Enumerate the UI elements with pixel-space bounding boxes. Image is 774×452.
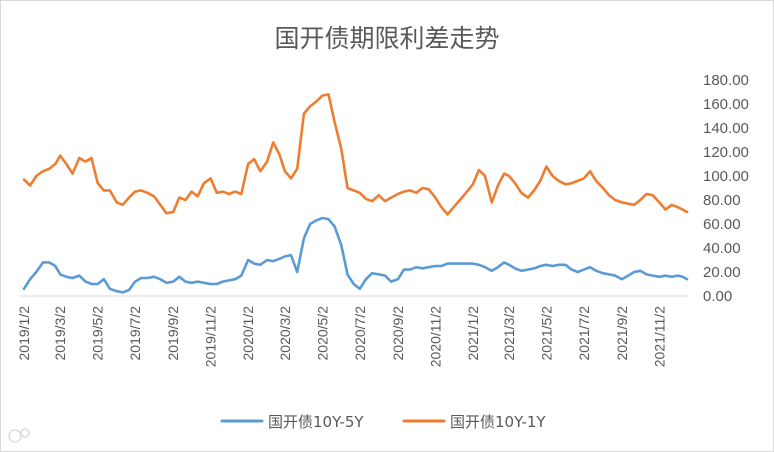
y-tick-label: 180.00 (703, 72, 749, 89)
y-tick-label: 60.00 (703, 216, 741, 233)
x-tick-label: 2020/5/2 (314, 306, 330, 361)
y-tick-label: 40.00 (703, 240, 741, 257)
series-lines (22, 93, 689, 294)
x-tick-label: 2020/1/2 (240, 306, 256, 361)
x-tick-label: 2021/7/2 (576, 306, 592, 361)
x-tick-label: 2019/9/2 (165, 306, 181, 361)
legend-item-series-2: 国开债10Y-1Y (402, 413, 546, 431)
x-tick-label: 2019/1/2 (16, 306, 32, 361)
x-tick-label: 2021/3/2 (501, 306, 517, 361)
x-tick-label: 2021/5/2 (538, 306, 554, 361)
chart-title: 国开债期限利差走势 (274, 24, 499, 53)
legend-label-series-2: 国开债10Y-1Y (450, 413, 546, 431)
x-tick-label: 2020/3/2 (277, 306, 293, 361)
series-line-1 (22, 216, 689, 294)
x-tick-label: 2021/11/2 (651, 306, 667, 367)
legend-label-series-1: 国开债10Y-5Y (268, 413, 364, 431)
x-tick-label: 2021/1/2 (465, 306, 481, 361)
x-tick-label: 2021/9/2 (614, 306, 630, 361)
y-tick-label: 0.00 (703, 288, 732, 305)
x-tick-label: 2020/9/2 (390, 306, 406, 361)
x-tick-label: 2019/5/2 (90, 306, 106, 361)
watermark-logo-icon (8, 428, 30, 443)
x-tick-label: 2019/11/2 (203, 306, 219, 367)
x-tick-label: 2020/11/2 (427, 306, 443, 367)
y-tick-label: 20.00 (703, 264, 741, 281)
legend-item-series-1: 国开债10Y-5Y (220, 413, 364, 431)
series-line-2 (22, 93, 689, 216)
legend: 国开债10Y-5Y 国开债10Y-1Y (220, 413, 546, 431)
y-axis-tick-labels: 0.00 20.00 40.00 60.00 80.00 100.00 120.00 140.… (703, 72, 749, 305)
x-tick-label: 2020/7/2 (352, 306, 368, 361)
y-tick-label: 140.00 (703, 120, 749, 137)
y-tick-label: 120.00 (703, 144, 749, 161)
y-tick-label: 160.00 (703, 96, 749, 113)
x-tick-label: 2019/3/2 (52, 306, 68, 361)
x-axis-tick-labels: 2019/1/2 2019/3/2 2019/5/2 2019/7/2 2019/9/2… (16, 306, 667, 367)
x-tick-label: 2019/7/2 (127, 306, 143, 361)
y-tick-label: 100.00 (703, 168, 749, 185)
y-tick-label: 80.00 (703, 192, 741, 209)
